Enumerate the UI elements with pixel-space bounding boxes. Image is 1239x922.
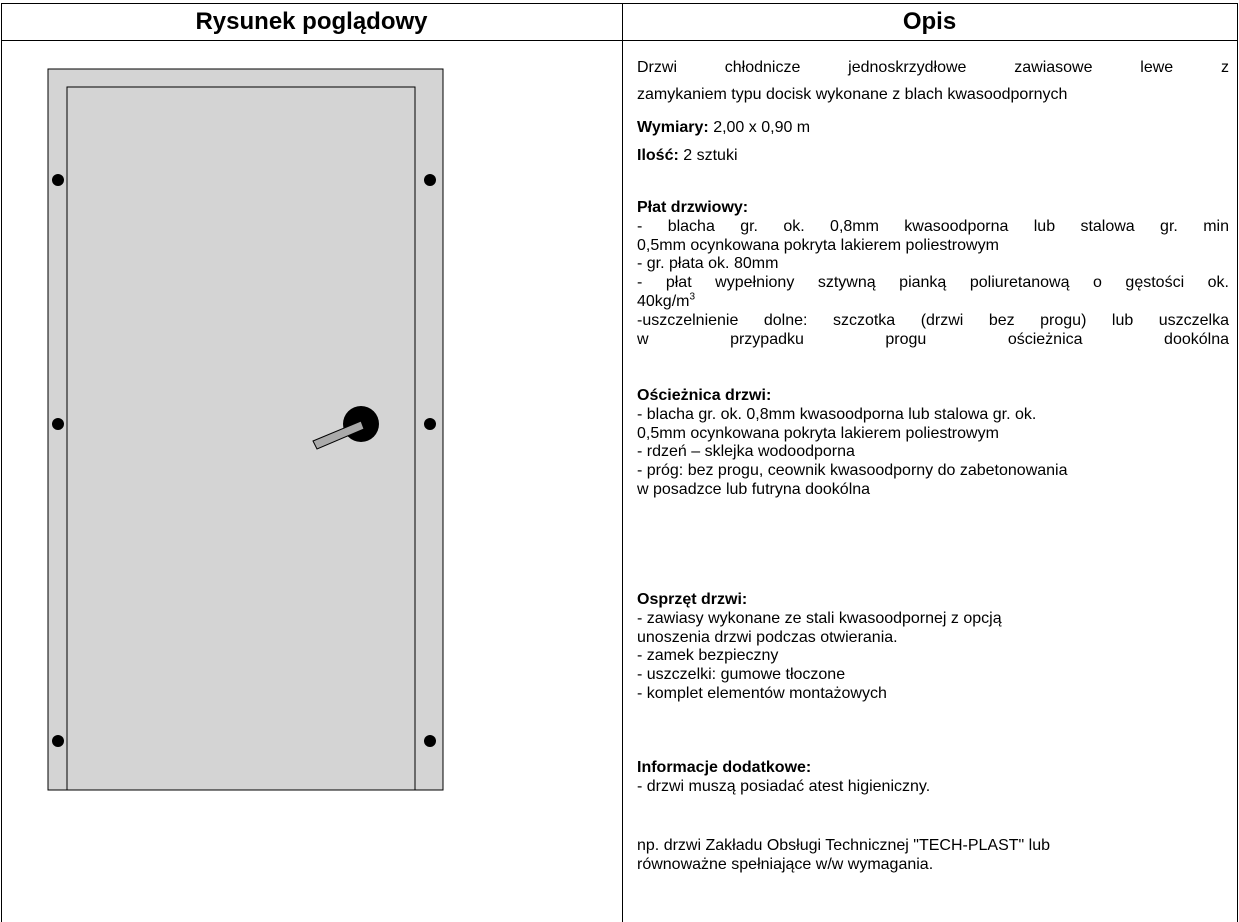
section-heading: Osprzęt drzwi: bbox=[637, 591, 748, 608]
description-text: w posadzce lub futryna dookólna bbox=[637, 481, 871, 498]
spec-label: Wymiary: bbox=[637, 119, 709, 136]
spec-value: 2,00 x 0,90 m bbox=[713, 119, 811, 136]
description-text: - drzwi muszą posiadać atest higieniczny… bbox=[637, 777, 931, 795]
description-text: - rdzeń – sklejka wodoodporna bbox=[637, 443, 855, 461]
description-text: 0,5mm ocynkowana pokryta lakierem polies… bbox=[637, 424, 999, 442]
superscript: 3 bbox=[689, 291, 696, 303]
description-text: zamykaniem typu docisk wykonane z blach … bbox=[637, 86, 1068, 103]
description-text: - gr. płata ok. 80mm bbox=[637, 255, 779, 273]
section-heading: Płat drzwiowy: bbox=[637, 199, 749, 216]
description-text: Drzwi chłodnicze jednoskrzydłowe zawiaso… bbox=[637, 59, 1229, 76]
description-text: - zamek bezpieczny bbox=[637, 647, 779, 665]
note-text: np. drzwi Zakładu Obsługi Technicznej "T… bbox=[637, 837, 1051, 854]
spec-line: Wymiary: 2,00 x 0,90 m bbox=[637, 118, 1229, 138]
table-border bbox=[1, 3, 2, 922]
description-text: - uszczelki: gumowe tłoczone bbox=[637, 666, 846, 684]
description-text: - zawiasy wykonane ze stali kwasoodporne… bbox=[637, 609, 1002, 627]
description-text: -uszczelnienie dolne: szczotka (drzwi be… bbox=[637, 311, 1229, 329]
spec-line: Ilość: 2 sztuki bbox=[637, 146, 1229, 166]
column-header: Opis bbox=[902, 8, 957, 35]
description-text: w przypadku progu ościeżnica dookólna bbox=[637, 330, 1229, 348]
section-heading: Informacje dodatkowe: bbox=[637, 759, 812, 776]
column-header: Rysunek poglądowy bbox=[195, 8, 428, 35]
note-text: równoważne spełniające w/w wymagania. bbox=[637, 856, 934, 873]
description-text: 40kg/m3 bbox=[637, 292, 1229, 312]
description-text: - komplet elementów montażowych bbox=[637, 685, 887, 702]
description-text: 0,5mm ocynkowana pokryta lakierem polies… bbox=[637, 236, 999, 254]
description-text: unoszenia drzwi podczas otwierania. bbox=[637, 628, 898, 646]
description-text: - blacha gr. ok. 0,8mm kwasoodporna lub … bbox=[637, 217, 1229, 235]
section-heading: Ościeżnica drzwi: bbox=[637, 387, 772, 404]
table-border bbox=[1, 3, 1238, 4]
table-border bbox=[1, 40, 1238, 41]
table-border bbox=[622, 3, 623, 922]
text: 40kg/m bbox=[637, 293, 690, 310]
description-text: - próg: bez progu, ceownik kwasoodporny … bbox=[637, 462, 1068, 480]
spec-value: 2 sztuki bbox=[683, 147, 738, 164]
description-text: - blacha gr. ok. 0,8mm kwasoodporna lub … bbox=[637, 405, 1037, 423]
spec-label: Ilość: bbox=[637, 147, 679, 164]
door-drawing bbox=[47, 68, 444, 791]
description-text: - płat wypełniony sztywną pianką poliure… bbox=[637, 274, 1229, 292]
table-border bbox=[1237, 3, 1238, 922]
